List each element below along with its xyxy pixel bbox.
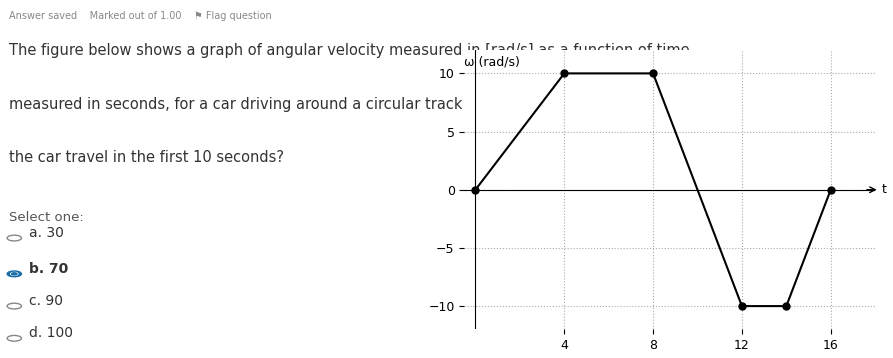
- Circle shape: [7, 271, 21, 277]
- Text: b. 70: b. 70: [29, 262, 69, 276]
- Point: [557, 71, 572, 76]
- Circle shape: [12, 273, 17, 275]
- Point: [823, 187, 838, 193]
- Text: a. 30: a. 30: [29, 226, 64, 240]
- Text: c. 90: c. 90: [29, 294, 63, 308]
- Text: measured in seconds, for a car driving around a circular track. Through how many: measured in seconds, for a car driving a…: [9, 97, 713, 112]
- Circle shape: [11, 272, 18, 275]
- Text: the car travel in the first 10 seconds?: the car travel in the first 10 seconds?: [9, 150, 284, 165]
- Text: d. 100: d. 100: [29, 326, 73, 340]
- Point: [735, 303, 749, 309]
- Text: Answer saved    Marked out of 1.00    ⚑ Flag question: Answer saved Marked out of 1.00 ⚑ Flag q…: [9, 11, 271, 21]
- Point: [646, 71, 660, 76]
- Point: [468, 187, 482, 193]
- Text: ω (rad/s): ω (rad/s): [464, 56, 521, 69]
- Point: [780, 303, 794, 309]
- Text: Select one:: Select one:: [9, 211, 84, 224]
- Text: t: t: [881, 183, 887, 196]
- Text: The figure below shows a graph of angular velocity measured in [rad/s] as a func: The figure below shows a graph of angula…: [9, 43, 694, 58]
